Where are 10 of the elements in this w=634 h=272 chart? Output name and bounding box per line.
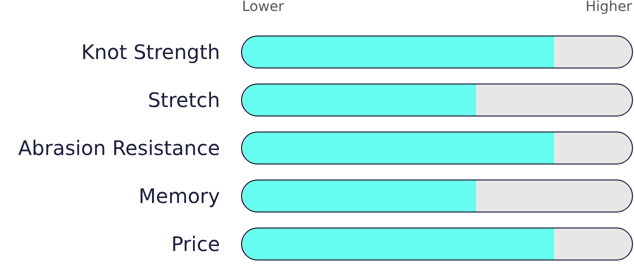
- text: Higher: [585, 0, 632, 15]
- y-tick-label: Knot Strength: [81, 40, 220, 64]
- y-tick-label: Price: [171, 232, 220, 256]
- y-tick-label: Stretch: [148, 88, 220, 112]
- y-tick-label: Abrasion Resistance: [18, 136, 220, 160]
- text: Lower: [242, 0, 284, 15]
- y-tick-label: Memory: [138, 184, 220, 208]
- bar: [554, 132, 632, 164]
- bar: [554, 228, 632, 260]
- bar: [554, 36, 632, 68]
